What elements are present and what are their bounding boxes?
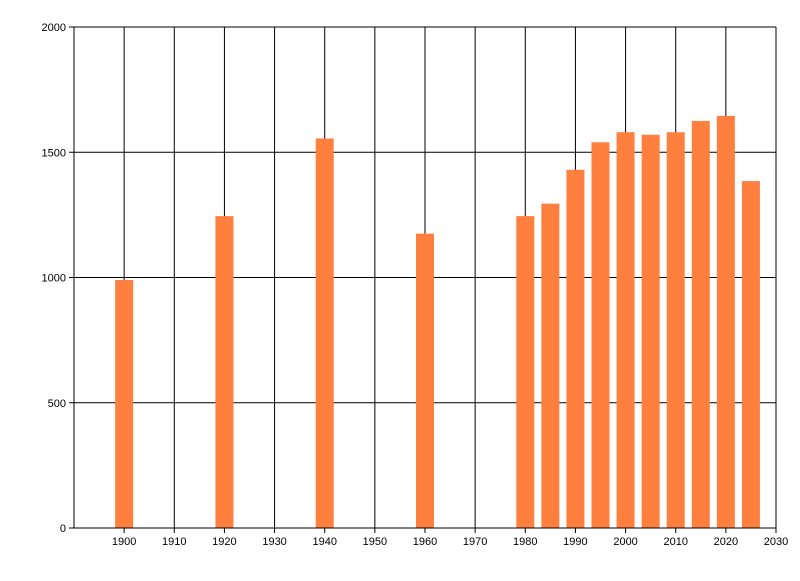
bar-1985 [541,203,560,529]
bar-2005 [641,134,660,528]
bar-2010 [666,132,685,528]
x-tick-label-2010: 2010 [663,536,687,548]
bars [115,115,760,529]
bar-1940 [315,138,334,528]
x-tick-label-1990: 1990 [563,536,587,548]
bar-2025 [741,181,760,528]
x-tick-label-2020: 2020 [714,536,738,548]
bar-1995 [591,142,610,529]
bar-1900 [115,280,134,528]
bar-2000 [616,132,635,528]
bar-2020 [716,115,735,529]
x-tick-label-1980: 1980 [513,536,537,548]
y-tick-label-500: 500 [48,398,66,410]
bar-1960 [416,233,434,528]
x-tick-label-2030: 2030 [764,536,788,548]
x-tick-label-1970: 1970 [463,536,487,548]
bar-2015 [691,120,710,528]
x-tick-label-1950: 1950 [363,536,387,548]
x-tick-label-1900: 1900 [112,536,136,548]
x-tick-label-1940: 1940 [312,536,336,548]
bar-1920 [215,216,234,528]
x-tick-label-2000: 2000 [613,536,637,548]
tick-labels: 1900 1910 1920 1930 1940 1950 1960 1970 1980 1990… [42,22,789,548]
x-tick-label-1930: 1930 [262,536,286,548]
x-tick-label-1920: 1920 [212,536,236,548]
bar-1990 [566,169,585,528]
y-tick-label-0: 0 [60,523,66,535]
x-tick-label-1910: 1910 [162,536,186,548]
y-tick-label-1500: 1500 [42,147,66,159]
axes [69,26,777,533]
y-tick-label-2000: 2000 [42,22,66,34]
x-tick-label-1960: 1960 [413,536,437,548]
bar-1980 [516,216,535,528]
y-tick-label-1000: 1000 [42,273,66,285]
